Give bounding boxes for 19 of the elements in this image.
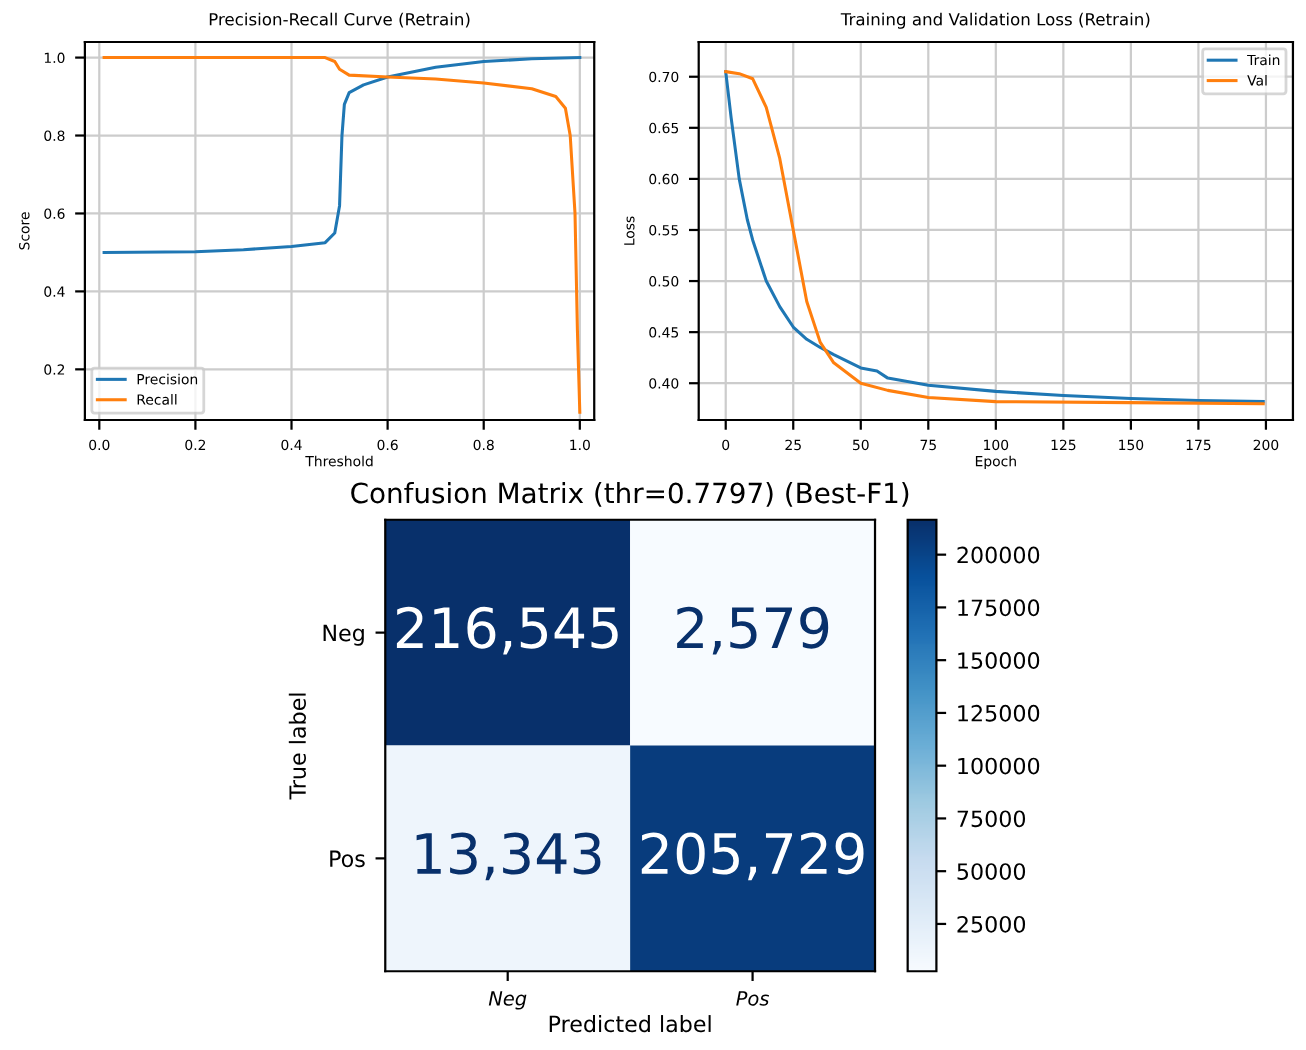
data-label: 205,729 [641, 832, 864, 881]
line-series [102, 56, 582, 254]
chart-title: Confusion Matrix (thr=0.7797) (Best-F1) [351, 481, 909, 507]
chart-title: Precision-Recall Curve (Retrain) [209, 12, 470, 28]
chart-title: Training and Validation Loss (Retrain) [840, 12, 1150, 29]
color-bar-label: 200000 [957, 546, 1040, 564]
color-bar-label: 100000 [958, 757, 1040, 775]
data-label: 13,343 [416, 832, 601, 881]
x-axis-title: Predicted label [549, 1015, 711, 1033]
data-label: 2,579 [677, 606, 829, 655]
line-series [102, 56, 582, 414]
color-bar-label: 175000 [958, 599, 1040, 617]
color-bar-label: 150000 [958, 652, 1040, 669]
data-label: 216,545 [396, 606, 618, 655]
color-bar-label: 25000 [957, 915, 1026, 933]
y-axis-title: True label [288, 693, 306, 800]
color-bar-label: 50000 [957, 863, 1026, 880]
color-bar-label: 75000 [957, 810, 1026, 828]
color-bar-label: 125000 [958, 704, 1040, 722]
